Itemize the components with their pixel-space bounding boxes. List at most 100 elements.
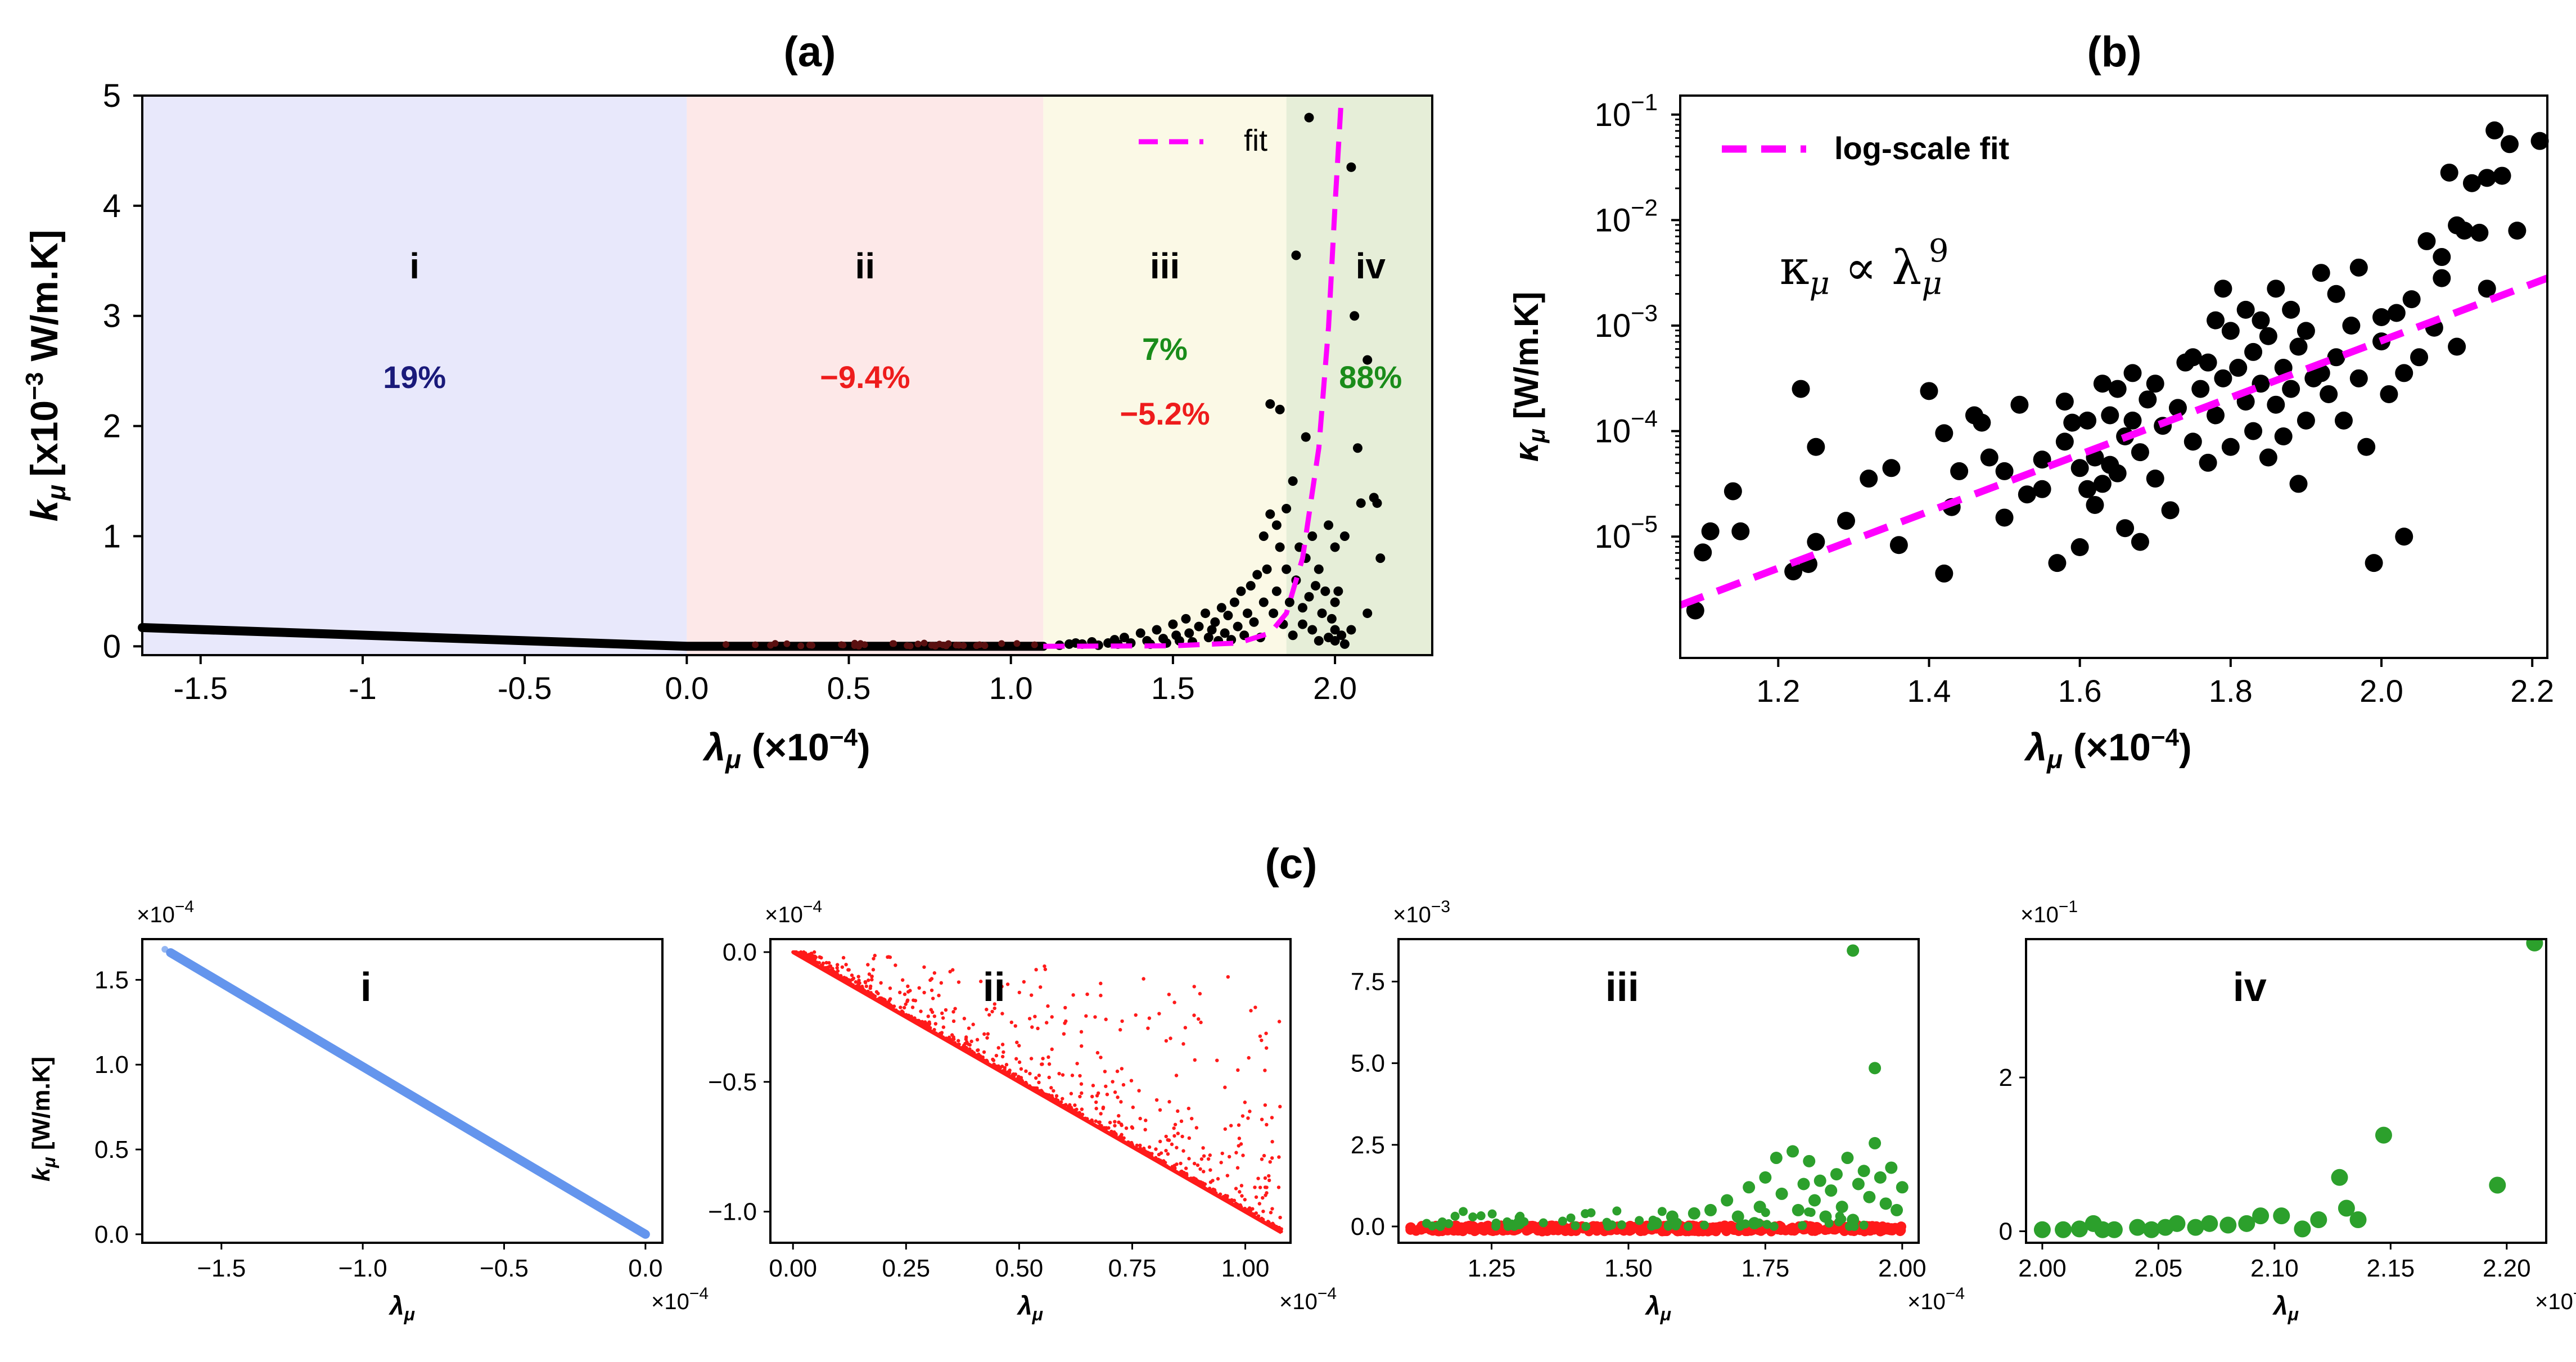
b-ytick-label: 10−1 [1595,89,1658,133]
a-point [1210,617,1220,627]
c-ii-point [1071,993,1075,997]
c-ii-point [835,966,839,970]
c-ii-point [873,954,877,958]
b-yticks: 10−510−410−310−210−1 [1595,89,1680,580]
c-iv-point [2105,1221,2123,1238]
b-point [2448,337,2466,356]
c-ii-point [941,1016,945,1020]
c-iii-green-point [1797,1178,1810,1190]
a-region-ii-label: ii [855,246,876,286]
a-yticks: 0 1 2 3 4 5 [103,78,142,665]
c-ii-point [1137,1089,1141,1093]
c-ii-point [1254,1211,1258,1215]
a-region-iii-value: 7% [1142,331,1188,367]
c-ii-point [976,1048,980,1052]
a-point [1229,597,1239,607]
b-ytick-label: 10−2 [1595,194,1658,238]
c-ii-point [1176,1131,1180,1135]
a-xlabel: λμ (×10−4) [702,724,870,774]
c-ii-point [990,1009,994,1014]
c-ii-point [839,973,843,978]
b-points [1686,121,2549,620]
c-iv-point [2201,1215,2218,1232]
c-xlabel-sym: λ [2272,1291,2288,1320]
c-iii-green-point [1688,1207,1700,1220]
c-ii-point [868,984,873,989]
a-point [1339,639,1350,649]
c-ii-point [1080,1107,1084,1111]
c-iii-red-point [1527,1223,1537,1234]
c-ii-point [1270,1156,1274,1160]
a-region-iv-label: iv [1356,246,1386,286]
a-point [1304,112,1314,123]
b-point [2380,385,2398,403]
c-iv-point [2238,1215,2255,1232]
c-ii-point [1192,1161,1197,1166]
c-ii-point [1009,1020,1014,1025]
a-xticks: -1.5 -1 -0.5 0.0 0.5 1.0 1.5 2.0 [173,655,1357,706]
c-iii-green-point [1852,1178,1865,1190]
c-ii-point [1172,1126,1176,1130]
c-ii-point [1198,1167,1202,1171]
c-xmult-exp: −4 [1946,1284,1965,1303]
c-iii-green-point [1700,1220,1709,1230]
c-ii-point [1258,1034,1262,1038]
b-point [2131,443,2149,462]
c-ii-point [1234,1151,1238,1154]
a-band-dot [914,641,922,648]
b-point [2199,353,2217,372]
c-ytick-label: 1.5 [94,966,129,994]
c-ii-point [1068,1103,1072,1107]
c-ii-point [1263,1068,1267,1072]
b-point [2244,422,2263,440]
c-iv-point [2338,1199,2355,1217]
a-point [1288,630,1298,641]
c-ii-point [1034,1076,1038,1080]
c-ii-point [953,1007,957,1011]
a-point [1275,404,1285,414]
c-ii-point [869,991,873,995]
a-point [1233,621,1243,632]
panel-a-title: (a) [784,28,836,76]
c-ii-point [1166,1152,1170,1156]
b-annotation-mid: ∝ λ [1830,240,1922,295]
a-point [1282,503,1292,513]
c-iv-point [2219,1216,2237,1234]
c-ii-point [1262,1153,1266,1158]
c-ii-point [1115,1069,1120,1074]
b-point [2282,380,2300,398]
b-point [2267,395,2285,414]
b-xlabel-sub: μ [2046,745,2063,774]
c-iii-green-point [1759,1171,1772,1184]
a-xtick-label: -1 [349,670,377,706]
c-xtick-label: 2.10 [2250,1255,2299,1282]
b-xlabel-units-tail: ) [2179,726,2192,769]
c-ii-point [912,998,915,1002]
c-iii-green-point [1813,1174,1826,1187]
c-xmult-exp: −4 [2573,1284,2576,1303]
b-point [2010,395,2029,414]
c-ii-point [1121,1083,1126,1087]
a-point [1356,498,1366,508]
c-ii-point [1012,1072,1016,1076]
c-xlabel-sub: μ [404,1304,415,1324]
c-axes-frame [1397,938,1920,1244]
c-iv-point [2129,1219,2146,1236]
a-region-iii [1043,96,1287,655]
c-ii-point [1080,1044,1084,1048]
c-ylabel-sym: k [28,1166,55,1181]
c-ii-point [1142,977,1145,981]
a-point [1375,553,1386,563]
c-ii-point [1176,1109,1180,1113]
a-point [1246,581,1256,591]
a-region-iv [1286,96,1432,655]
panel-c: (c) kμ [W/m.K] −1.5 −1.0 −0.5 0.00.00.51.01… [28,840,2576,1324]
a-point [1330,597,1340,607]
c-ii-point [803,953,807,957]
b-point [2334,411,2353,430]
b-point [2530,132,2549,150]
c-ii-point [917,986,921,990]
b-ylabel-sub: μ [1523,429,1550,443]
c-ii-point [825,966,829,969]
